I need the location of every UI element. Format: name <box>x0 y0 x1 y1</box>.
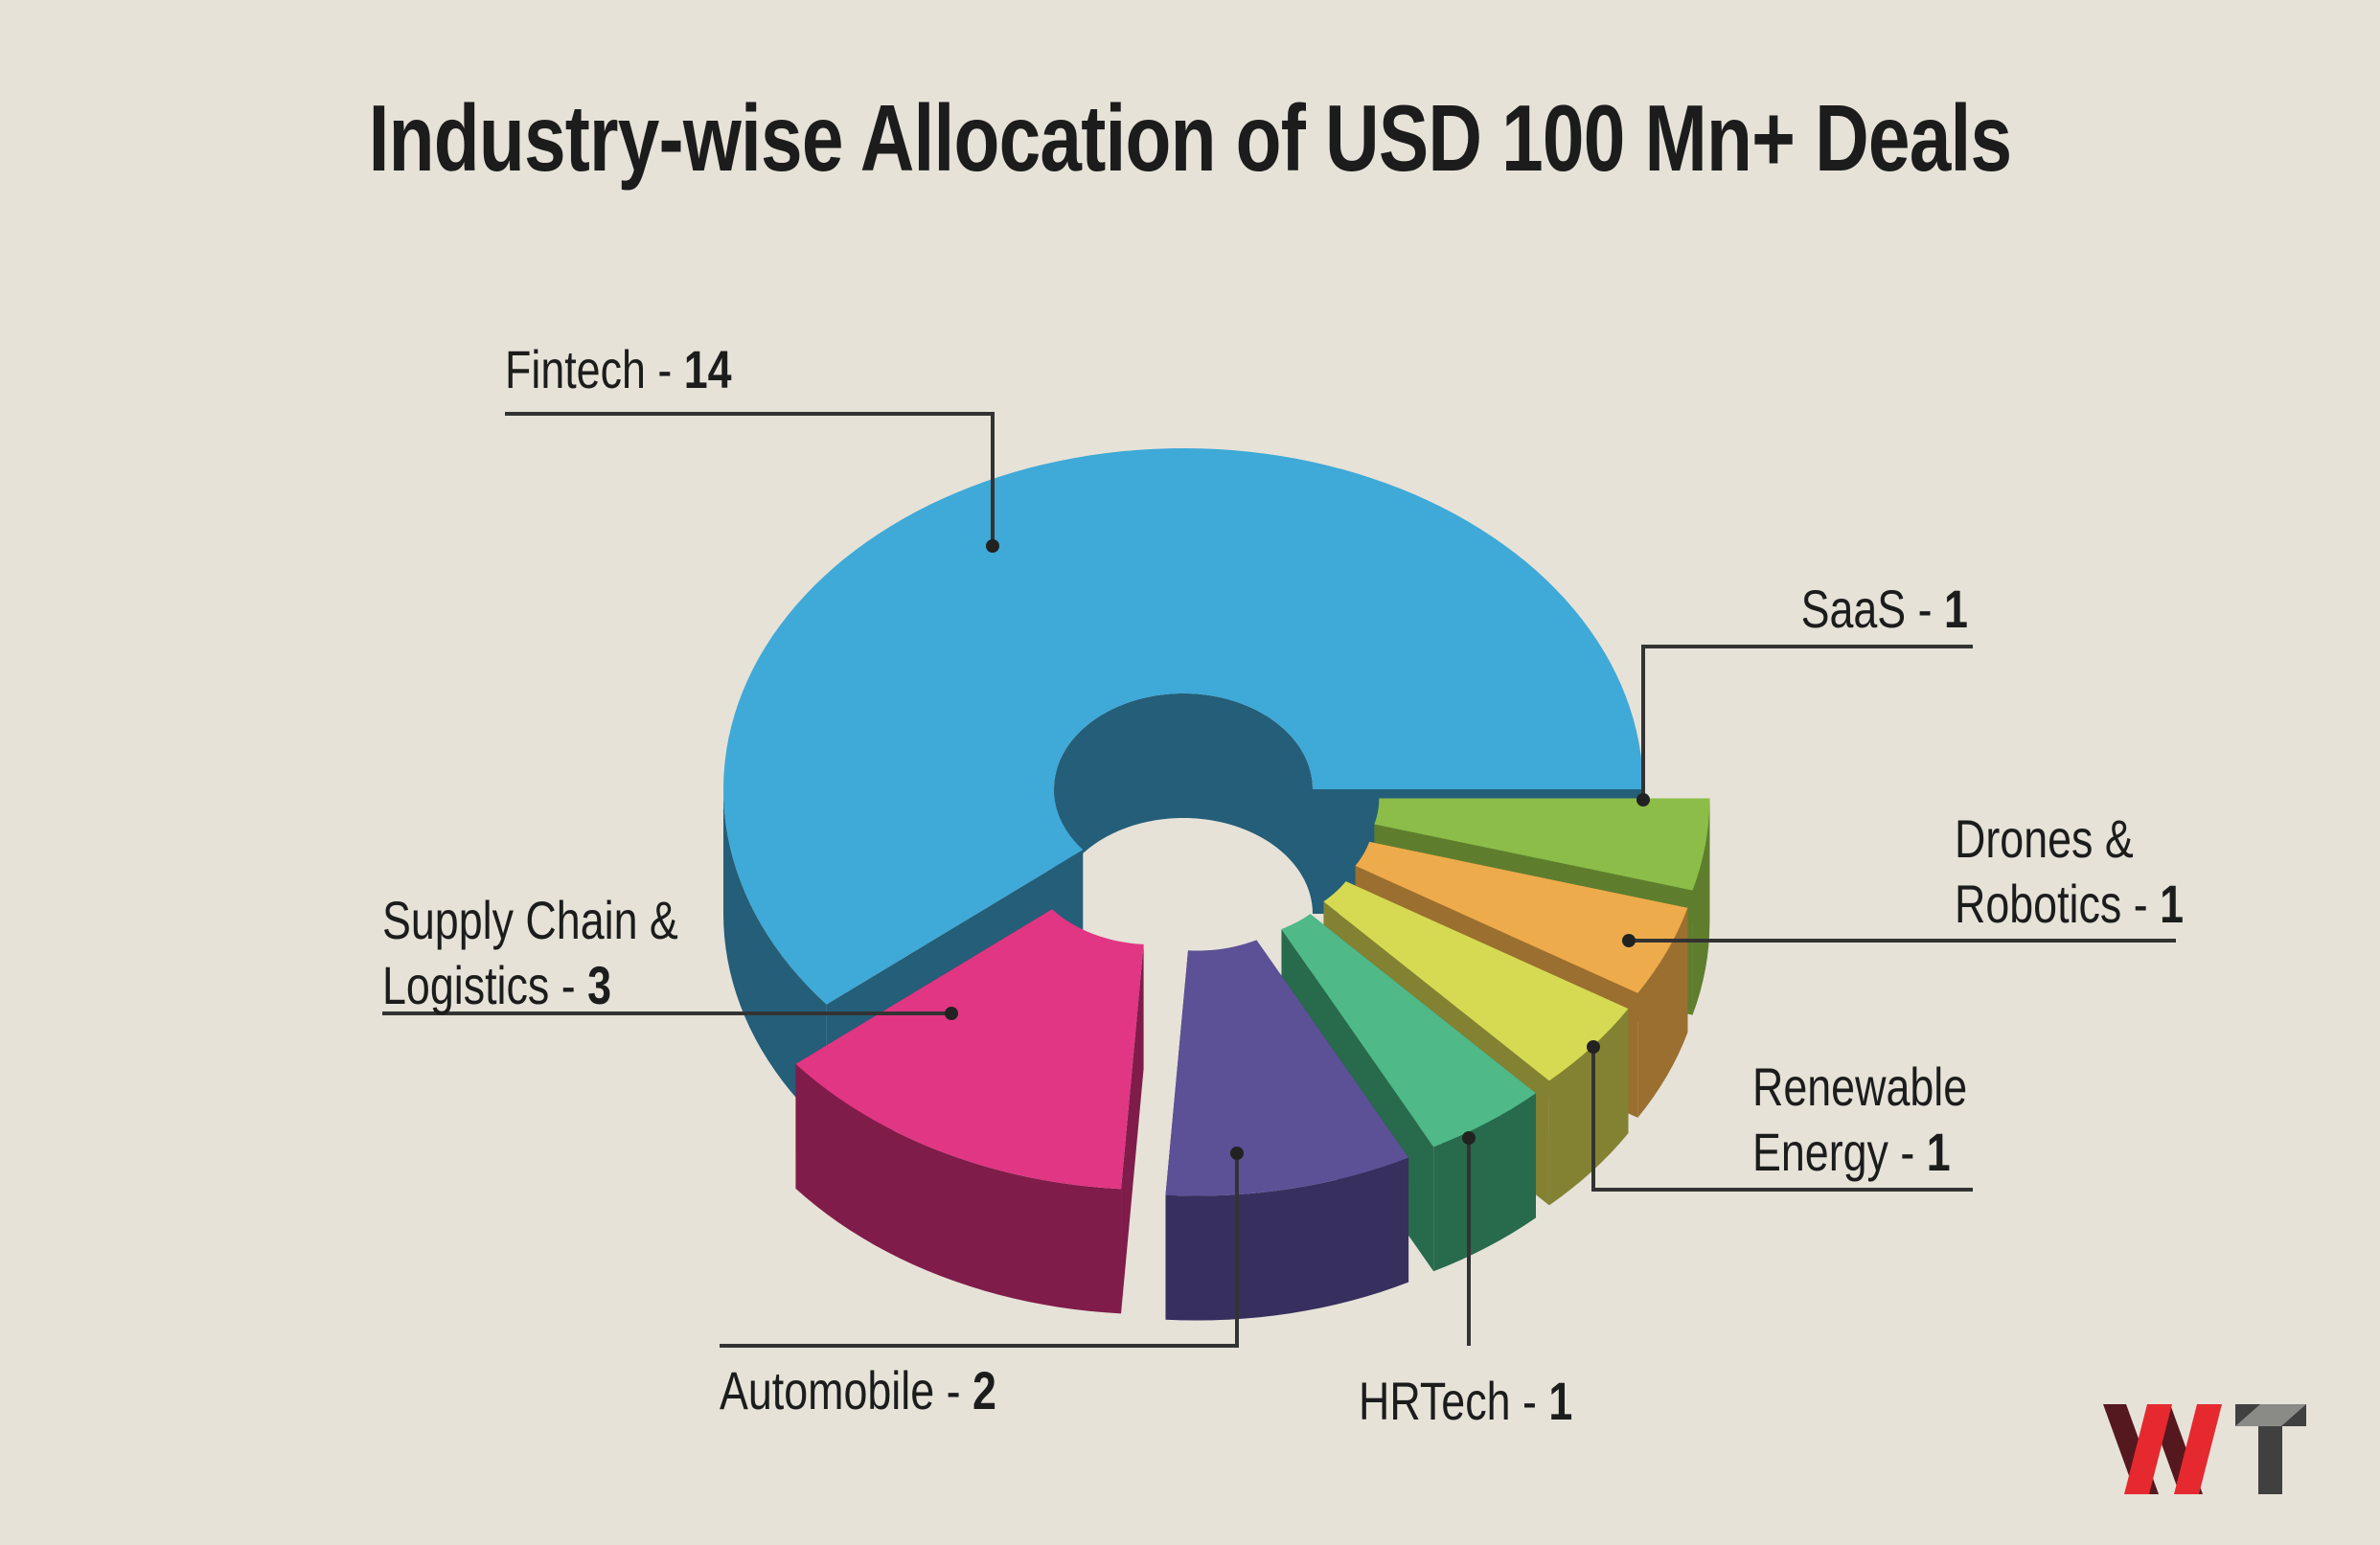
label-drones-robotics: Drones & Robotics - 1 <box>1955 808 2185 934</box>
slice-outer-wall-automobile <box>1165 1157 1409 1321</box>
label-hrtech: HRTech - 1 <box>1359 1371 1573 1431</box>
chart-title: Industry-wise Allocation of USD 100 Mn+ … <box>368 85 2012 191</box>
dot-renewable <box>1587 1040 1600 1054</box>
dot-supply-chain <box>945 1007 958 1020</box>
slice-supply-chain-logistics <box>795 909 1144 1190</box>
label-saas: SaaS - 1 <box>1800 579 1968 639</box>
leader-fintech <box>505 412 995 546</box>
slice-hrtech <box>1281 914 1536 1147</box>
leader-dots <box>945 539 1650 1160</box>
dot-drones <box>1622 934 1636 947</box>
slice-saas <box>1374 798 1710 891</box>
wt-logo <box>2103 1404 2306 1494</box>
dot-hrtech <box>1462 1131 1476 1145</box>
dot-saas <box>1636 793 1650 807</box>
leader-renewable <box>1591 1047 1973 1192</box>
leader-saas <box>1641 645 1973 800</box>
slice-drones-robotics <box>1355 841 1688 993</box>
slice-outer-wall-hrtech <box>1433 1093 1536 1272</box>
slice-fintech <box>723 448 1643 1005</box>
slice-outer-wall-drones-robotics <box>1637 907 1688 1118</box>
label-automobile: Automobile - 2 <box>720 1360 996 1420</box>
leader-automobile <box>720 1153 1239 1348</box>
dot-automobile <box>1230 1147 1244 1160</box>
label-renewable-energy: Renewable Energy - 1 <box>1752 1057 1968 1182</box>
slice-outer-wall-supply-chain-logistics <box>795 1063 1122 1314</box>
label-fintech: Fintech - 14 <box>505 339 732 399</box>
label-supply-chain-logistics: Supply Chain & Logistics - 3 <box>382 890 678 1015</box>
slice-outer-wall-renewable-energy <box>1548 1009 1629 1206</box>
slice-inner-wall-fintech <box>1054 693 1313 914</box>
slice-outer-wall-saas <box>1692 798 1710 1015</box>
slice-end-wall-supply-chain-logistics <box>1121 943 1144 1314</box>
slices-group <box>723 448 1710 1321</box>
leader-lines <box>382 412 2176 1348</box>
dot-fintech <box>986 539 999 553</box>
slice-outer-wall-fintech <box>723 789 827 1129</box>
slice-automobile <box>1165 940 1409 1196</box>
slice-renewable-energy <box>1323 881 1629 1081</box>
